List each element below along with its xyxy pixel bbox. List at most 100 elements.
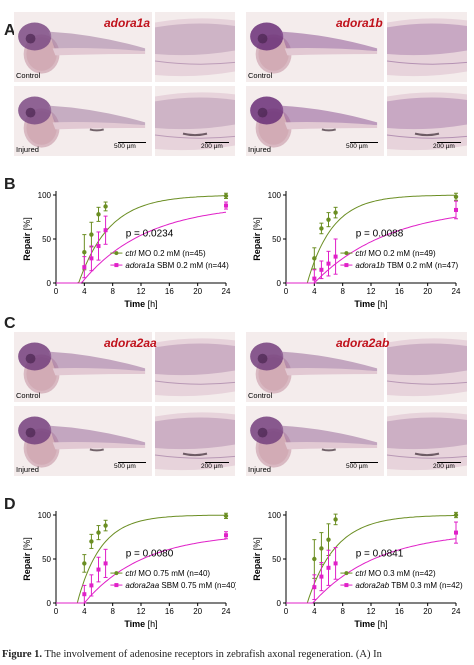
condition-label-injured: Injured xyxy=(248,145,271,154)
x-tick-label: 8 xyxy=(110,607,115,616)
y-axis-title: Repair [%] xyxy=(252,537,262,581)
x-tick-label: 24 xyxy=(222,607,231,616)
data-point xyxy=(319,267,324,272)
scale-bar-whole: 500 µm xyxy=(346,142,378,150)
fish-zoom-adora1b-injured xyxy=(387,86,467,156)
y-tick-label: 0 xyxy=(47,599,52,608)
scale-bar-zoom: 200 µm xyxy=(201,142,229,150)
y-tick-label: 100 xyxy=(268,511,282,520)
data-point xyxy=(82,265,87,270)
y-tick-label: 50 xyxy=(272,235,281,244)
legend-swatch-marker xyxy=(344,583,349,588)
x-axis-title: Time [h] xyxy=(124,619,157,629)
y-tick-label: 0 xyxy=(47,279,52,288)
data-point xyxy=(333,517,338,522)
data-point xyxy=(319,574,324,579)
data-point xyxy=(319,226,324,231)
repair-chart-adora1b: 0 50 100 0 4 8 12 16 20 24 Time [h] Repair [%] p = 0… xyxy=(252,191,461,309)
y-axis-title: Repair [%] xyxy=(22,537,32,581)
x-tick-label: 20 xyxy=(193,287,202,296)
x-tick-label: 16 xyxy=(165,287,174,296)
repair-chart-adora2ab: 0 50 100 0 4 8 12 16 20 24 Time [h] Repair [%] p = 0… xyxy=(252,511,463,629)
y-tick-label: 100 xyxy=(38,511,52,520)
x-tick-label: 12 xyxy=(137,287,146,296)
x-tick-label: 24 xyxy=(452,607,461,616)
x-tick-label: 0 xyxy=(284,287,289,296)
figure-caption: Figure 1. The involvement of adenosine r… xyxy=(2,649,474,660)
fish-photo-adora2aa-control xyxy=(14,332,152,402)
p-value: p = 0.0088 xyxy=(356,228,404,239)
panel-label-a: A xyxy=(4,22,16,39)
y-tick-label: 50 xyxy=(272,555,281,564)
fish-photo-adora1a-control xyxy=(14,12,152,82)
data-point xyxy=(96,212,101,217)
x-axis-title: Time [h] xyxy=(354,299,387,309)
caption-text: The involvement of adenosine receptors i… xyxy=(42,649,382,660)
gene-label-adora2aa: adora2aa xyxy=(104,336,157,350)
fish-zoom-adora1a-injured xyxy=(155,86,235,156)
legend-entry: adora2ab TBM 0.3 mM (n=42) xyxy=(355,581,463,590)
scale-bar-whole: 500 µm xyxy=(346,462,378,470)
scale-bar-zoom: 200 µm xyxy=(433,142,461,150)
x-tick-label: 20 xyxy=(423,287,432,296)
data-point xyxy=(454,530,458,535)
data-point xyxy=(223,513,229,519)
x-tick-label: 0 xyxy=(54,287,59,296)
condition-label-injured: Injured xyxy=(16,465,39,474)
x-tick-label: 8 xyxy=(340,607,345,616)
gene-label-adora1b: adora1b xyxy=(336,16,383,30)
fish-zoom-adora1a-control xyxy=(155,12,235,82)
data-point xyxy=(96,530,101,535)
fish-zoom-adora2ab-control xyxy=(387,332,467,402)
legend-entry: ctrl MO 0.2 mM (n=45) xyxy=(125,249,206,258)
condition-label-injured: Injured xyxy=(16,145,39,154)
y-tick-label: 0 xyxy=(277,279,282,288)
legend-entry: ctrl MO 0.3 mM (n=42) xyxy=(355,569,436,578)
x-axis-title: Time [h] xyxy=(354,619,387,629)
y-tick-label: 50 xyxy=(42,555,51,564)
condition-label-control: Control xyxy=(16,391,41,400)
data-point xyxy=(319,546,324,551)
data-point xyxy=(326,565,331,570)
legend-swatch-marker xyxy=(114,571,119,576)
fit-curve-0 xyxy=(56,514,226,604)
x-tick-label: 16 xyxy=(165,607,174,616)
y-tick-label: 100 xyxy=(38,191,52,200)
data-point xyxy=(326,537,331,542)
x-tick-label: 12 xyxy=(137,607,146,616)
x-tick-label: 16 xyxy=(395,607,404,616)
fish-zoom-adora2aa-injured xyxy=(155,406,235,476)
data-point xyxy=(312,556,317,562)
x-tick-label: 24 xyxy=(452,287,461,296)
data-point xyxy=(333,561,338,566)
legend-entry: adora2aa SBM 0.75 mM (n=40) xyxy=(125,581,236,590)
data-point xyxy=(312,276,317,281)
condition-label-control: Control xyxy=(16,71,41,80)
legend-swatch-marker xyxy=(114,251,119,256)
x-tick-label: 20 xyxy=(193,607,202,616)
condition-label-control: Control xyxy=(248,391,273,400)
x-tick-label: 20 xyxy=(423,607,432,616)
data-point xyxy=(103,228,108,233)
p-value: p = 0.0234 xyxy=(126,228,174,239)
x-tick-label: 12 xyxy=(367,287,376,296)
condition-label-injured: Injured xyxy=(248,465,271,474)
data-point xyxy=(96,567,101,572)
fish-photo-adora1b-control xyxy=(246,12,384,82)
data-point xyxy=(103,561,108,566)
fish-photo-adora1b-injured xyxy=(246,86,384,156)
gene-label-adora2ab: adora2ab xyxy=(336,336,390,350)
data-point xyxy=(103,204,108,209)
y-tick-label: 100 xyxy=(268,191,282,200)
data-point xyxy=(312,585,317,590)
legend-swatch-marker xyxy=(344,263,349,268)
fit-curve-1 xyxy=(286,538,457,604)
scale-bar-whole: 500 µm xyxy=(114,462,146,470)
data-point xyxy=(89,539,94,544)
scale-bar-zoom: 200 µm xyxy=(201,462,229,470)
data-point xyxy=(82,250,87,255)
data-point xyxy=(326,261,331,266)
data-point xyxy=(453,512,459,518)
fish-photo-adora2ab-injured xyxy=(246,406,384,476)
legend-swatch-marker xyxy=(114,583,119,588)
